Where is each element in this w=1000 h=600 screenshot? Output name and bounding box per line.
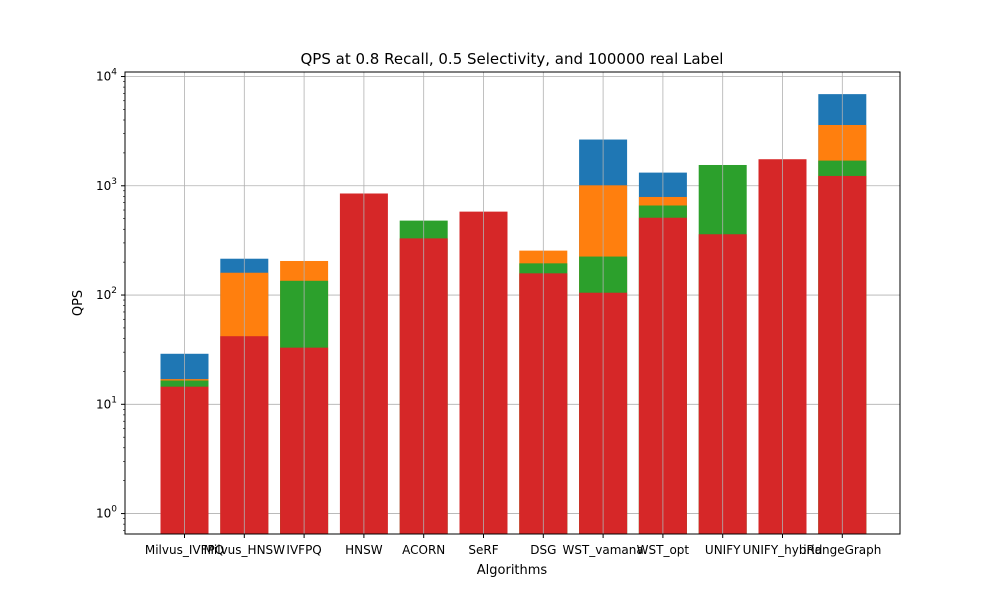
- y-tick-label: 100: [96, 505, 117, 521]
- x-tick-label: UNIFY_hybrid: [743, 543, 823, 557]
- y-tick-label: 101: [96, 395, 117, 411]
- x-tick-label: WST_vamana: [562, 543, 643, 557]
- x-tick-label: iRangeGraph: [803, 543, 881, 557]
- x-tick-label: DSG: [530, 543, 556, 557]
- x-tick-label: HNSW: [345, 543, 383, 557]
- y-tick-label: 103: [96, 177, 117, 193]
- plot-frame: [124, 71, 901, 535]
- chart-title: QPS at 0.8 Recall, 0.5 Selectivity, and …: [301, 50, 724, 68]
- y-ticks-layer: 100 101 102 103 104: [96, 68, 125, 531]
- y-tick-label: 102: [96, 286, 117, 302]
- x-tick-label: ACORN: [402, 543, 445, 557]
- x-axis-label: Algorithms: [477, 563, 548, 578]
- y-axis-label: QPS: [71, 290, 86, 316]
- x-tick-label: IVFPQ: [286, 543, 321, 557]
- x-tick-label: Milvus_IVFPQ: [145, 543, 224, 557]
- x-tick-label: WST_opt: [637, 543, 690, 557]
- x-tick-label: Milvus_HNSW: [204, 543, 286, 557]
- x-tick-label: SeRF: [468, 543, 498, 557]
- y-tick-label: 104: [96, 68, 117, 84]
- x-grid-layer: [184, 72, 843, 534]
- x-tick-label: UNIFY: [705, 543, 741, 557]
